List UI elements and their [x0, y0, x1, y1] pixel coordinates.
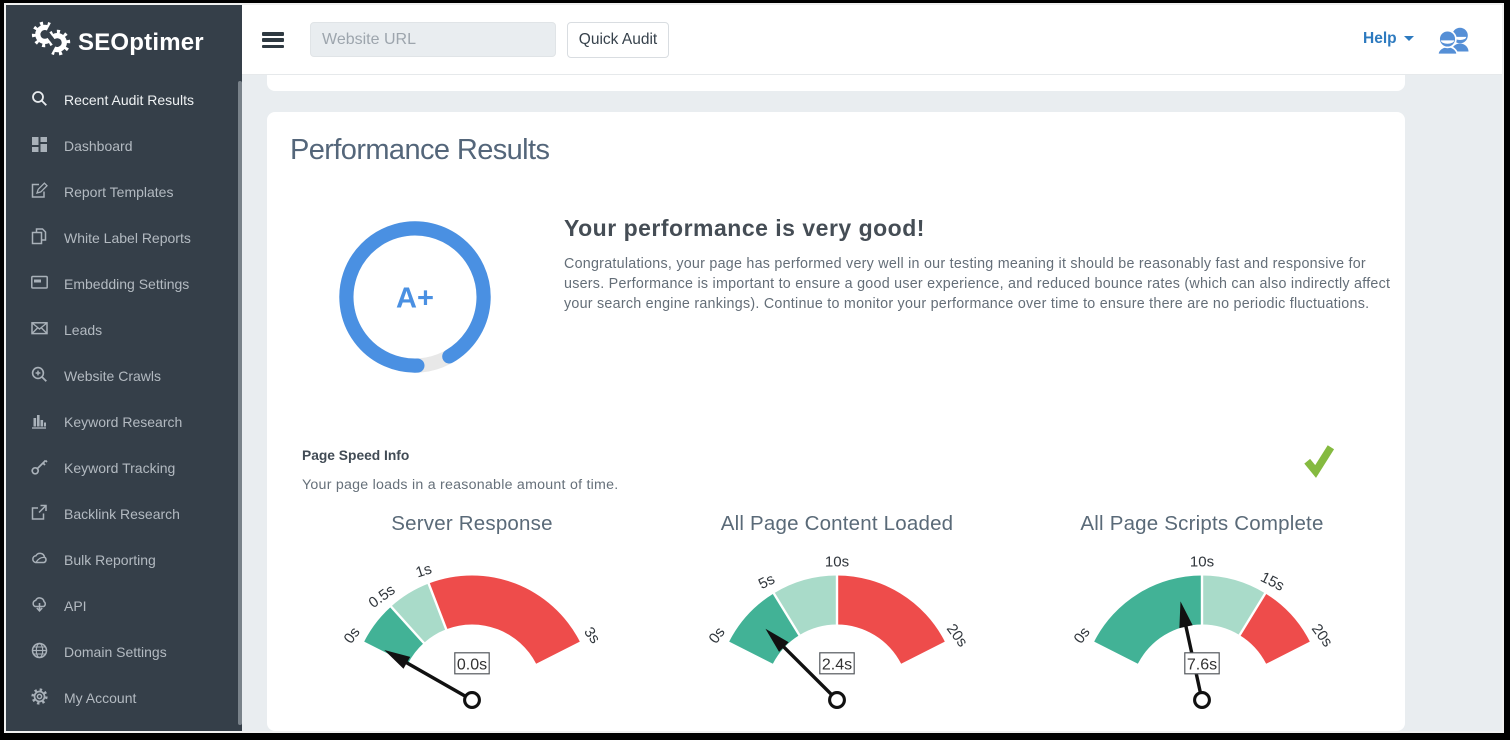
svg-text:7.6s: 7.6s	[1187, 656, 1217, 673]
svg-text:A+: A+	[396, 283, 434, 315]
svg-text:0.0s: 0.0s	[457, 656, 487, 673]
svg-text:10s: 10s	[1190, 554, 1214, 571]
svg-text:0s: 0s	[341, 624, 364, 647]
svg-text:0s: 0s	[1071, 624, 1094, 647]
svg-text:1s: 1s	[414, 560, 434, 581]
svg-text:20s: 20s	[943, 621, 971, 651]
svg-text:10s: 10s	[825, 554, 849, 571]
svg-text:0s: 0s	[706, 624, 729, 647]
svg-text:15s: 15s	[1258, 569, 1287, 595]
svg-text:3s: 3s	[580, 624, 603, 647]
svg-text:20s: 20s	[1308, 621, 1336, 651]
svg-text:5s: 5s	[756, 571, 778, 593]
svg-text:2.4s: 2.4s	[822, 656, 852, 673]
